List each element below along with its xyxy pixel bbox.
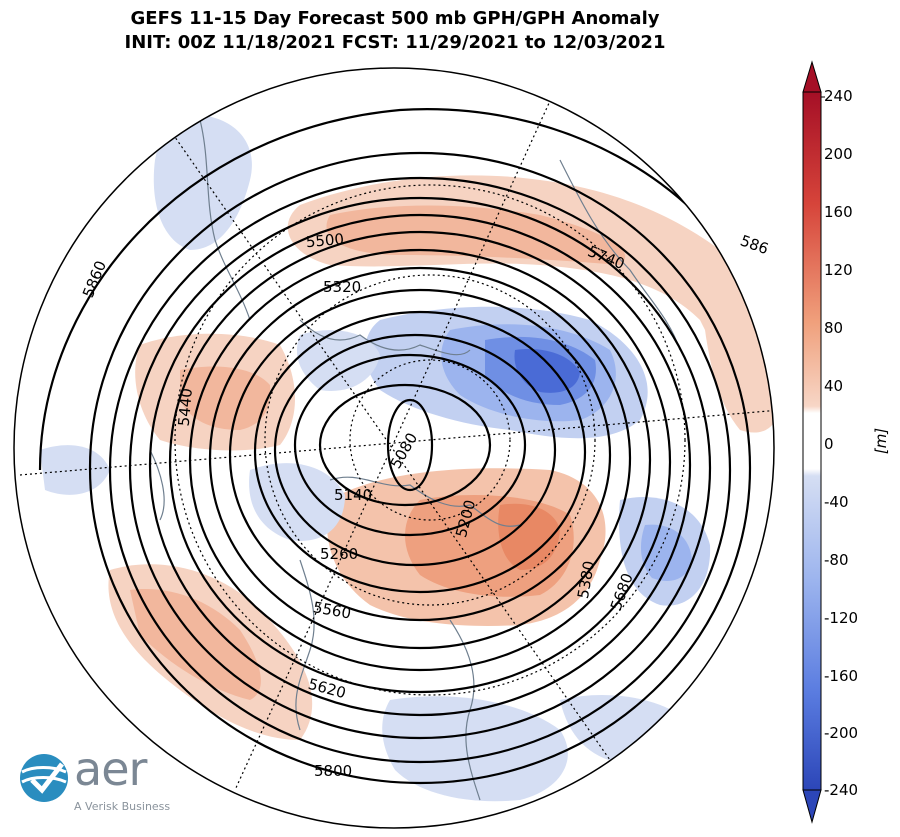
colorbar-tick: 0 [824, 435, 834, 453]
colorbar-tick: -80 [824, 551, 849, 569]
colorbar-tick: -160 [824, 667, 859, 685]
logo-wordmark: aer [74, 742, 147, 796]
colorbar [802, 60, 825, 824]
colorbar-tick: -200 [824, 724, 859, 742]
map-title: GEFS 11-15 Day Forecast 500 mb GPH/GPH A… [130, 8, 660, 29]
anomaly-shading [14, 68, 774, 828]
logo-tagline: A Verisk Business [74, 800, 171, 813]
aer-logo: aer A Verisk Business [18, 742, 178, 820]
colorbar-unit: [m] [872, 427, 891, 455]
logo-globe-icon [20, 754, 68, 802]
contour-label: 5320 [323, 278, 361, 296]
contour-label: 5140 [334, 486, 372, 504]
colorbar-tick: 120 [824, 261, 853, 279]
contour-label: 5800 [314, 762, 352, 780]
colorbar-tick: 80 [824, 319, 844, 337]
map-boundary [13, 67, 775, 829]
colorbar-tick: -240 [824, 781, 859, 799]
colorbar-tick: 40 [824, 377, 844, 395]
graticule [19, 89, 774, 791]
colorbar-tick: 200 [824, 145, 853, 163]
colorbar-tick: 240 [824, 87, 853, 105]
colorbar-tick: -120 [824, 609, 859, 627]
contour-label: 586 [738, 231, 771, 258]
map-subtitle: INIT: 00Z 11/18/2021 FCST: 11/29/2021 to… [124, 32, 666, 53]
contour-label: 5440 [175, 387, 196, 427]
colorbar-tick: 160 [824, 203, 853, 221]
contour-label: 5260 [320, 545, 358, 563]
contour-label: 5500 [305, 230, 345, 251]
colorbar-tick: -40 [824, 493, 849, 511]
height-contours [38, 108, 761, 785]
